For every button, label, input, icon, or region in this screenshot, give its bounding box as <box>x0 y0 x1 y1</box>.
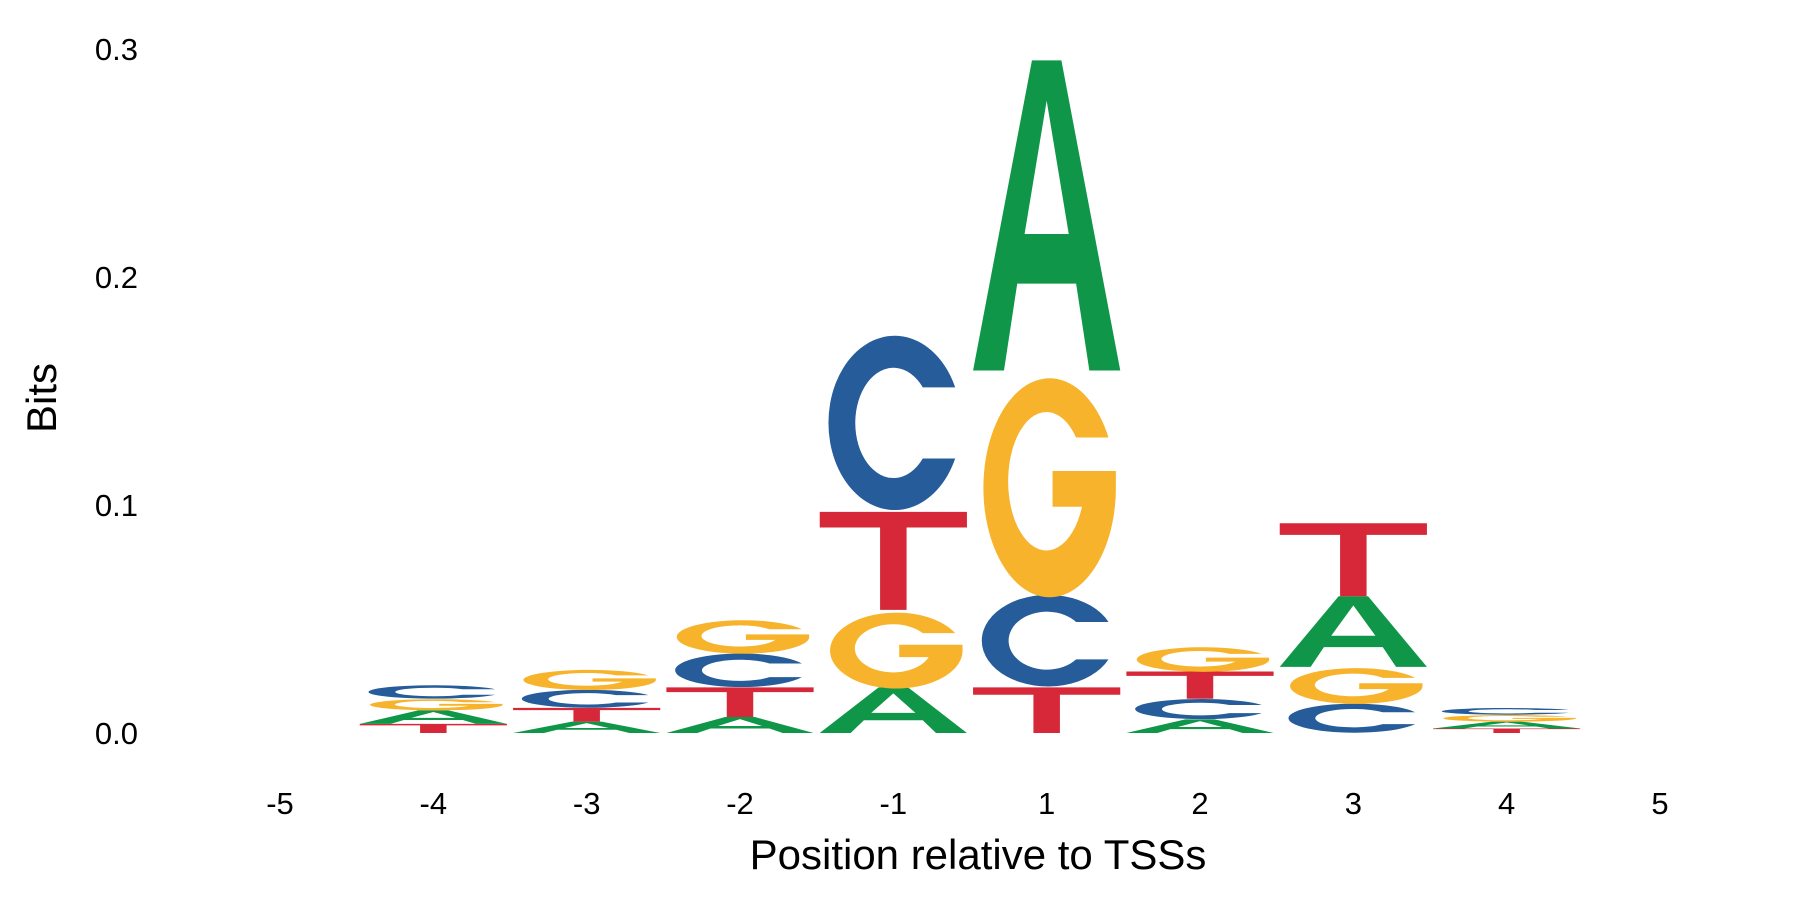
logo-letter-a <box>819 687 967 733</box>
logo-letter-a <box>973 60 1121 371</box>
logo-letter-t <box>1433 728 1581 733</box>
logo-letter-c <box>1288 703 1416 733</box>
x-tick-label: 4 <box>1498 786 1515 821</box>
logo-letter-a <box>513 721 661 733</box>
logo-letter-c <box>1135 699 1262 720</box>
logo-letter-t <box>359 723 507 733</box>
logo-letter-a <box>1126 719 1274 733</box>
logo-letter-g <box>676 620 810 654</box>
logo-letter-c <box>1441 707 1569 715</box>
logo-letter-t <box>1279 523 1427 597</box>
x-tick-label: -1 <box>880 786 908 821</box>
logo-letter-a <box>1433 721 1581 729</box>
x-tick-label: -2 <box>726 786 754 821</box>
logo-letter-g <box>830 612 963 689</box>
logo-letter-t <box>666 687 814 718</box>
y-axis-label: Bits <box>18 363 65 433</box>
logo-letter-t <box>819 511 967 610</box>
logo-letter-g <box>983 378 1116 598</box>
logo-letter-c <box>675 653 802 688</box>
x-axis-label: Position relative to TSSs <box>750 831 1207 878</box>
x-tick-label: -4 <box>420 786 448 821</box>
logo-letter-a <box>359 710 507 724</box>
logo-letter-a <box>1279 596 1427 667</box>
logo-letter-t <box>1126 671 1274 699</box>
logo-letter-c <box>521 689 649 708</box>
logo-letter-c <box>368 685 496 699</box>
logo-letters <box>359 60 1581 733</box>
x-tick-label: 2 <box>1191 786 1208 821</box>
y-tick-label: 0.2 <box>95 260 138 295</box>
x-tick-label: 3 <box>1345 786 1362 821</box>
logo-letter-a <box>666 717 814 733</box>
logo-letter-t <box>973 687 1121 733</box>
logo-letter-g <box>370 699 503 711</box>
y-axis-ticks: 0.0 0.1 0.2 0.3 <box>95 32 138 751</box>
y-tick-label: 0.1 <box>95 488 138 523</box>
logo-letter-g <box>1290 668 1423 704</box>
x-tick-label: -3 <box>573 786 601 821</box>
logo-letter-t <box>513 707 661 722</box>
y-tick-label: 0.3 <box>95 32 138 67</box>
logo-letter-g <box>523 669 656 690</box>
logo-letter-c <box>981 594 1109 687</box>
x-tick-label: -5 <box>266 786 294 821</box>
x-tick-label: 5 <box>1651 786 1668 821</box>
x-axis-ticks: -5 -4 -3 -2 -1 1 2 3 4 5 <box>266 786 1668 821</box>
y-tick-label: 0.0 <box>95 716 138 751</box>
logo-letter-g <box>1443 714 1576 722</box>
x-tick-label: 1 <box>1038 786 1055 821</box>
logo-letter-g <box>1136 647 1270 672</box>
logo-letter-c <box>828 335 956 511</box>
